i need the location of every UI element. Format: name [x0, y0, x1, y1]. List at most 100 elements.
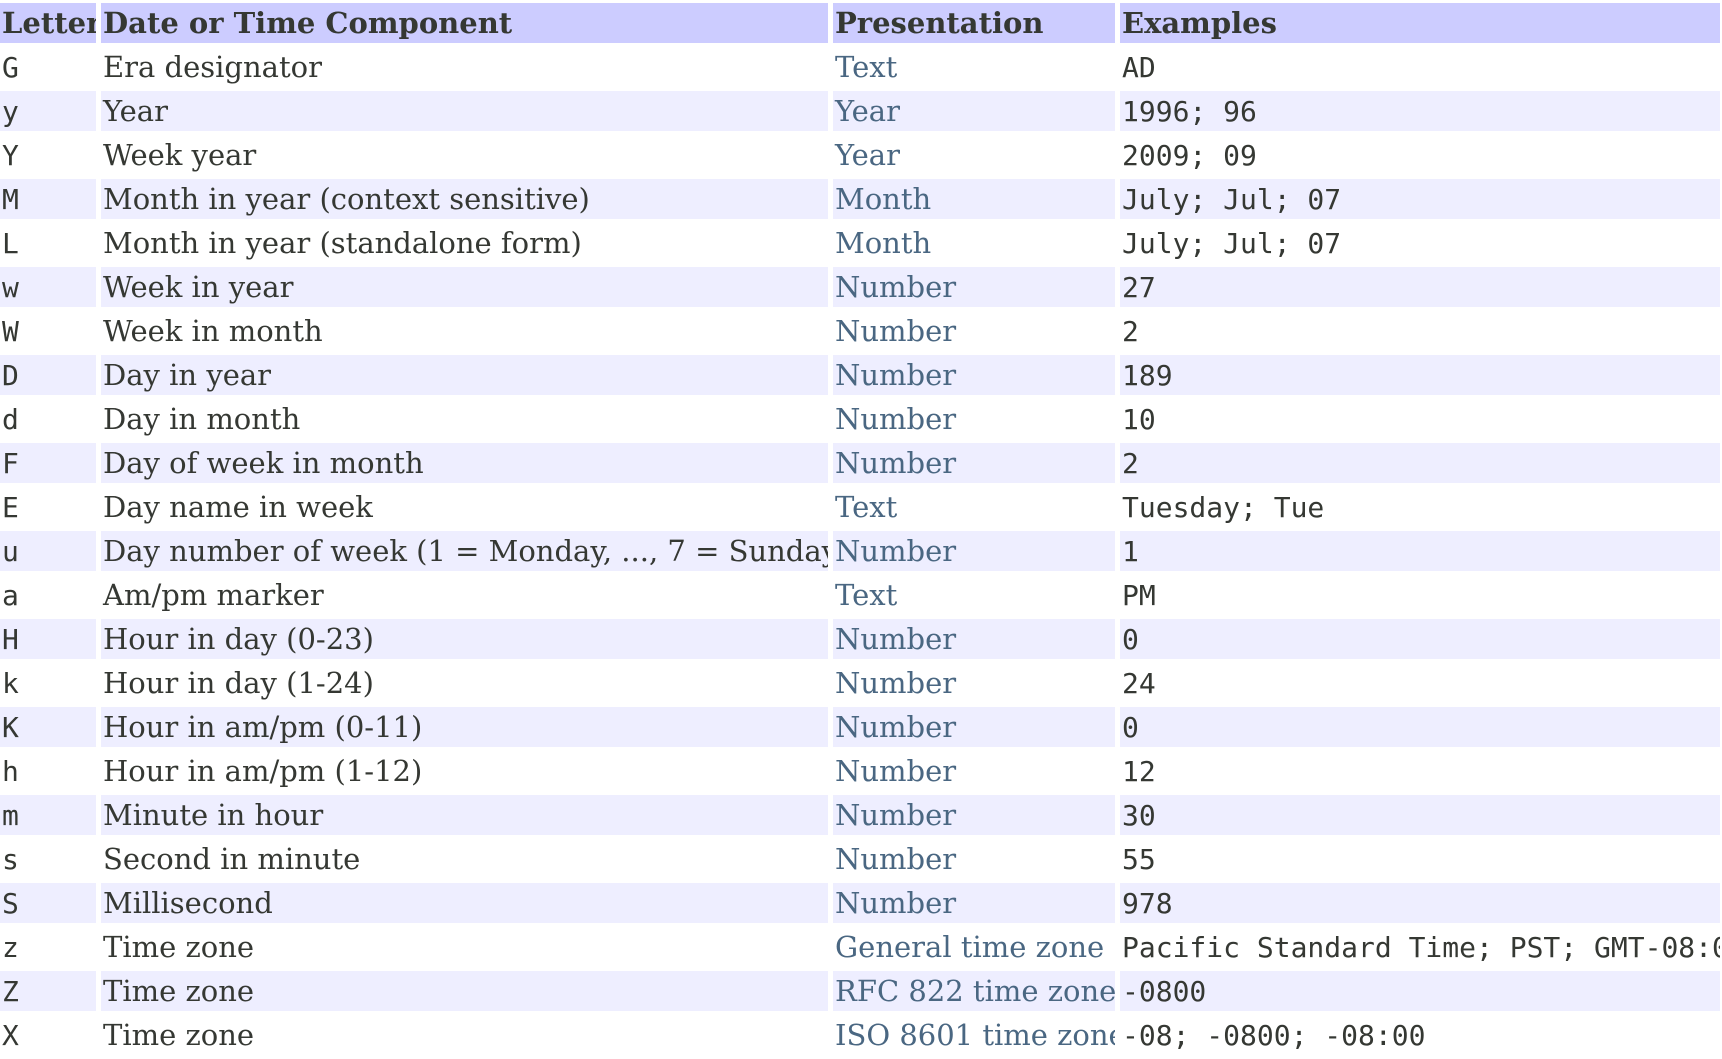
component-cell: Day in month — [103, 402, 301, 436]
component-cell: Am/pm marker — [103, 578, 324, 612]
letter-cell: X — [2, 1018, 19, 1052]
table-row: X Time zone ISO 8601 time zone -08; -0800; … — [0, 1015, 1720, 1055]
example-cell: 189 — [1120, 355, 1720, 395]
header-row: Letter Date or Time Component Presentation… — [0, 3, 1720, 43]
letter-cell: D — [0, 355, 96, 395]
presentation-link[interactable]: Number — [833, 619, 1115, 659]
letter-cell: K — [0, 707, 96, 747]
table-row: u Day number of week (1 = Monday, ..., 7 … — [0, 531, 1720, 571]
presentation-link[interactable]: Number — [833, 355, 1115, 395]
letter-cell: k — [2, 666, 19, 700]
presentation-link[interactable]: General time zone — [835, 930, 1105, 964]
component-cell: Second in minute — [103, 842, 361, 876]
presentation-link[interactable]: Number — [835, 402, 957, 436]
example-cell: Tuesday; Tue — [1122, 490, 1325, 524]
table-row: k Hour in day (1-24) Number 24 — [0, 663, 1720, 703]
table-row: L Month in year (standalone form) Month Jul… — [0, 223, 1720, 263]
letter-cell: G — [2, 50, 19, 84]
letter-cell: y — [0, 91, 96, 131]
component-cell: Month in year (context sensitive) — [101, 179, 828, 219]
letter-cell: s — [2, 842, 19, 876]
example-cell: PM — [1122, 578, 1156, 612]
column-header: Examples — [1120, 3, 1720, 43]
presentation-link[interactable]: Number — [833, 795, 1115, 835]
table-row: Y Week year Year 2009; 09 — [0, 135, 1720, 175]
table-row: z Time zone General time zone Pacific Stand… — [0, 927, 1720, 967]
presentation-link[interactable]: Number — [835, 314, 957, 348]
component-cell: Hour in am/pm (0-11) — [101, 707, 828, 747]
example-cell: 12 — [1122, 754, 1156, 788]
presentation-link[interactable]: Number — [835, 842, 957, 876]
column-header: Date or Time Component — [101, 3, 828, 43]
letter-cell: E — [2, 490, 19, 524]
component-cell: Millisecond — [101, 883, 828, 923]
letter-cell: w — [0, 267, 96, 307]
letter-cell: h — [2, 754, 19, 788]
table-row: K Hour in am/pm (0-11) Number 0 — [0, 707, 1720, 747]
example-cell: Pacific Standard Time; PST; GMT-08:00 — [1122, 930, 1720, 964]
component-cell: Day of week in month — [101, 443, 828, 483]
presentation-link[interactable]: Number — [833, 443, 1115, 483]
example-cell: 10 — [1122, 402, 1156, 436]
letter-cell: H — [0, 619, 96, 659]
example-cell: 55 — [1122, 842, 1156, 876]
presentation-link[interactable]: Text — [835, 50, 898, 84]
example-cell: 0 — [1120, 707, 1720, 747]
component-cell: Time zone — [101, 971, 828, 1011]
letter-cell: M — [0, 179, 96, 219]
presentation-link[interactable]: Number — [833, 883, 1115, 923]
example-cell: 0 — [1120, 619, 1720, 659]
table-row: d Day in month Number 10 — [0, 399, 1720, 439]
presentation-link[interactable]: Number — [833, 707, 1115, 747]
table-row: s Second in minute Number 55 — [0, 839, 1720, 879]
component-cell: Hour in day (0-23) — [101, 619, 828, 659]
example-cell: AD — [1122, 50, 1156, 84]
presentation-link[interactable]: ISO 8601 time zone — [835, 1018, 1115, 1052]
presentation-link[interactable]: Number — [833, 531, 1115, 571]
table-row: H Hour in day (0-23) Number 0 — [0, 619, 1720, 659]
example-cell: 30 — [1120, 795, 1720, 835]
component-cell: Time zone — [103, 1018, 255, 1052]
presentation-link[interactable]: Text — [835, 490, 898, 524]
table-row: M Month in year (context sensitive) Month J… — [0, 179, 1720, 219]
letter-cell: W — [2, 314, 19, 348]
component-cell: Week year — [103, 138, 257, 172]
presentation-link[interactable]: Month — [835, 226, 932, 260]
letter-cell: u — [0, 531, 96, 571]
letter-cell: a — [2, 578, 19, 612]
table-row: Z Time zone RFC 822 time zone -0800 — [0, 971, 1720, 1011]
presentation-link[interactable]: Number — [835, 666, 957, 700]
example-cell: -08; -0800; -08:00 — [1122, 1018, 1426, 1052]
example-cell: 1996; 96 — [1120, 91, 1720, 131]
component-cell: Day name in week — [103, 490, 373, 524]
table-row: m Minute in hour Number 30 — [0, 795, 1720, 835]
component-cell: Hour in am/pm (1-12) — [103, 754, 423, 788]
letter-cell: F — [0, 443, 96, 483]
component-cell: Week in month — [103, 314, 323, 348]
letter-cell: d — [2, 402, 19, 436]
example-cell: July; Jul; 07 — [1122, 226, 1342, 260]
letter-cell: S — [0, 883, 96, 923]
presentation-link[interactable]: RFC 822 time zone — [833, 971, 1115, 1011]
letter-cell: z — [2, 930, 19, 964]
example-cell: 1 — [1120, 531, 1720, 571]
presentation-link[interactable]: Year — [833, 91, 1115, 131]
table-row: F Day of week in month Number 2 — [0, 443, 1720, 483]
table-row: G Era designator Text AD — [0, 47, 1720, 87]
presentation-link[interactable]: Month — [833, 179, 1115, 219]
table-body: G Era designator Text AD y Year Year 1996; 96 Y W… — [0, 47, 1720, 1055]
example-cell: 2009; 09 — [1122, 138, 1257, 172]
letter-cell: m — [0, 795, 96, 835]
column-header: Presentation — [833, 3, 1115, 43]
presentation-link[interactable]: Year — [835, 138, 900, 172]
example-cell: 24 — [1122, 666, 1156, 700]
component-cell: Time zone — [103, 930, 255, 964]
component-cell: Year — [101, 91, 828, 131]
presentation-link[interactable]: Number — [835, 754, 957, 788]
component-cell: Hour in day (1-24) — [103, 666, 374, 700]
presentation-link[interactable]: Text — [835, 578, 898, 612]
table-row: w Week in year Number 27 — [0, 267, 1720, 307]
presentation-link[interactable]: Number — [833, 267, 1115, 307]
